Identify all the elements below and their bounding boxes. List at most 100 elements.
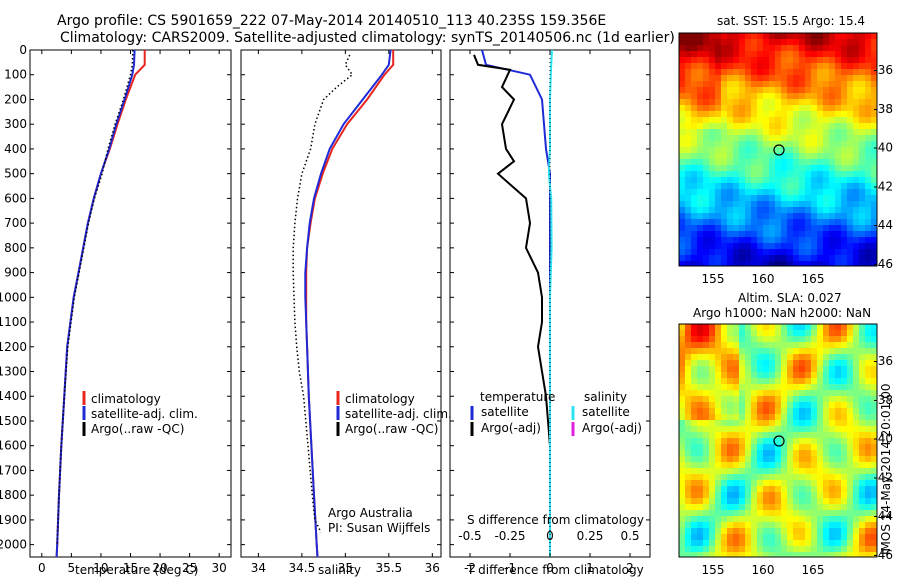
map-cell <box>679 135 685 141</box>
map-cell <box>679 456 685 462</box>
map-cell <box>739 57 745 63</box>
map-cell <box>763 396 769 402</box>
map-cell <box>697 147 703 153</box>
map-cell <box>715 153 721 159</box>
map-cell <box>865 177 871 183</box>
map-cell <box>787 33 793 39</box>
map-cell <box>721 348 727 354</box>
map-cell <box>697 261 703 266</box>
map-cell <box>787 39 793 45</box>
x-tick-label: 25 <box>182 561 197 575</box>
map-cell <box>751 450 757 456</box>
map-cell <box>817 261 823 266</box>
map-cell <box>841 243 847 249</box>
map-cell <box>811 219 817 225</box>
map-cell <box>685 75 691 81</box>
map-cell <box>715 486 721 492</box>
map-cell <box>697 129 703 135</box>
map-cell <box>823 45 829 51</box>
map-cell <box>793 348 799 354</box>
map-cell <box>763 324 769 330</box>
map-cell <box>865 336 871 342</box>
map-cell <box>811 153 817 159</box>
map-cell <box>757 348 763 354</box>
map-cell <box>721 468 727 474</box>
map-cell <box>745 348 751 354</box>
map-cell <box>763 474 769 480</box>
map-cell <box>709 390 715 396</box>
map-cell <box>811 354 817 360</box>
map-cell <box>679 330 685 336</box>
map-cell <box>811 516 817 522</box>
depth-tick-label: 1400 <box>0 389 27 403</box>
map-cell <box>817 243 823 249</box>
map-cell <box>811 480 817 486</box>
map-cell <box>871 33 877 39</box>
map-cell <box>763 99 769 105</box>
map-cell <box>697 57 703 63</box>
map-cell <box>769 468 775 474</box>
map-cell <box>781 504 787 510</box>
map-cell <box>805 450 811 456</box>
map-cell <box>733 111 739 117</box>
map-cell <box>805 390 811 396</box>
map-cell <box>793 117 799 123</box>
map-cell <box>859 528 865 534</box>
map-cell <box>721 546 727 552</box>
map-cell <box>817 498 823 504</box>
map-cell <box>703 213 709 219</box>
map-cell <box>775 342 781 348</box>
map-cell <box>745 63 751 69</box>
map-cell <box>709 420 715 426</box>
map-cell <box>733 129 739 135</box>
map-cell <box>829 546 835 552</box>
map-cell <box>721 123 727 129</box>
map-cell <box>811 45 817 51</box>
map-cell <box>799 354 805 360</box>
map-cell <box>733 438 739 444</box>
map-cell <box>703 552 709 557</box>
map-cell <box>763 354 769 360</box>
map-cell <box>769 546 775 552</box>
map-cell <box>823 51 829 57</box>
map-cell <box>853 123 859 129</box>
map-cell <box>745 237 751 243</box>
map-cell <box>811 231 817 237</box>
map-cell <box>811 171 817 177</box>
map-cell <box>715 117 721 123</box>
map-cell <box>817 153 823 159</box>
map-cell <box>679 207 685 213</box>
map-cell <box>859 177 865 183</box>
map-cell <box>733 360 739 366</box>
map-cell <box>727 516 733 522</box>
map-cell <box>835 45 841 51</box>
map-cell <box>769 213 775 219</box>
map-cell <box>745 213 751 219</box>
map-cell <box>679 189 685 195</box>
map-lon-tick: 160 <box>752 272 775 286</box>
map-cell <box>805 117 811 123</box>
map-cell <box>865 225 871 231</box>
map-cell <box>799 360 805 366</box>
map-cell <box>727 147 733 153</box>
map-cell <box>697 372 703 378</box>
map-cell <box>709 408 715 414</box>
map-cell <box>811 237 817 243</box>
map-cell <box>781 468 787 474</box>
map-cell <box>775 207 781 213</box>
map-cell <box>715 498 721 504</box>
map-cell <box>751 201 757 207</box>
map-cell <box>841 105 847 111</box>
map-cell <box>679 69 685 75</box>
map-cell <box>715 129 721 135</box>
sla-map-ticks: 155 160 165-36-38-40-42-44-46 <box>702 354 893 577</box>
map-cell <box>751 510 757 516</box>
map-cell <box>811 510 817 516</box>
map-cell <box>805 438 811 444</box>
map-cell <box>685 231 691 237</box>
map-cell <box>745 33 751 39</box>
map-cell <box>847 39 853 45</box>
map-cell <box>745 432 751 438</box>
map-cell <box>757 462 763 468</box>
map-cell <box>745 486 751 492</box>
